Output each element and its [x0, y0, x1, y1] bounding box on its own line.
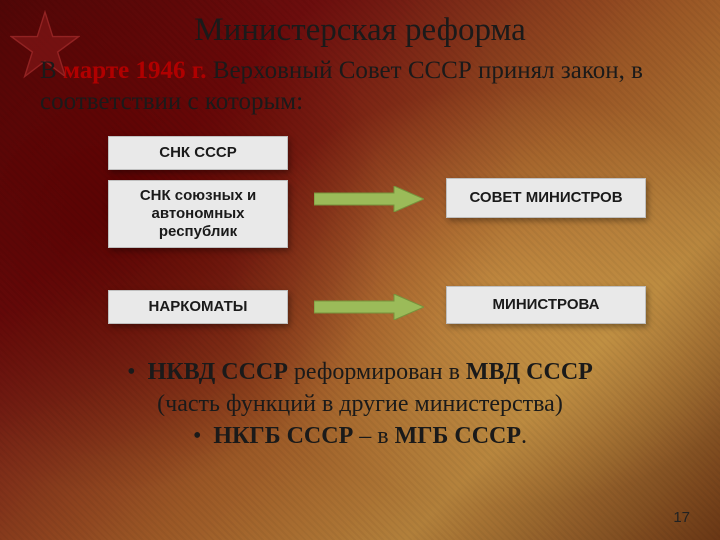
bullet-1-sub: (часть функций в другие министерства)	[40, 388, 680, 420]
bullet-2-strong-a: НКГБ СССР	[213, 423, 353, 449]
box-sovmin: СОВЕТ МИНИСТРОВ	[446, 178, 646, 218]
arrow-icon	[314, 294, 424, 320]
box-label: СНК СССР	[159, 144, 237, 162]
intro-text: В марте 1946 г. Верховный Совет СССР при…	[40, 55, 680, 118]
box-label: СНК союзных и автономных республик	[115, 187, 281, 241]
bullet-list: • НКВД СССР реформирован в МВД СССР (час…	[40, 356, 680, 453]
intro-date: марте 1946 г.	[63, 57, 207, 84]
bullet-1-mid: реформирован в	[288, 359, 466, 385]
box-snk-republics: СНК союзных и автономных республик	[108, 180, 288, 248]
slide-title: Министерская реформа	[40, 12, 680, 49]
box-snk-ussr: СНК СССР	[108, 136, 288, 170]
diagram: СНК СССР СНК союзных и автономных респуб…	[50, 136, 670, 356]
bullet-1-strong-b: МВД СССР	[466, 359, 593, 385]
bullet-2-mid: – в	[353, 423, 394, 449]
page-number: 17	[673, 509, 690, 526]
bullet-2: • НКГБ СССР – в МГБ СССР.	[40, 420, 680, 452]
bullet-2-strong-b: МГБ СССР	[395, 423, 521, 449]
box-label: НАРКОМАТЫ	[149, 298, 248, 316]
bullet-1-strong-a: НКВД СССР	[148, 359, 288, 385]
bullet-1: • НКВД СССР реформирован в МВД СССР	[40, 356, 680, 388]
slide: Министерская реформа В марте 1946 г. Вер…	[0, 0, 720, 540]
box-narkomaty: НАРКОМАТЫ	[108, 290, 288, 324]
box-ministrova: МИНИСТРОВА	[446, 286, 646, 324]
box-label: МИНИСТРОВА	[493, 296, 600, 314]
intro-prefix: В	[40, 57, 63, 84]
arrow-icon	[314, 186, 424, 212]
box-label: СОВЕТ МИНИСТРОВ	[469, 189, 622, 207]
